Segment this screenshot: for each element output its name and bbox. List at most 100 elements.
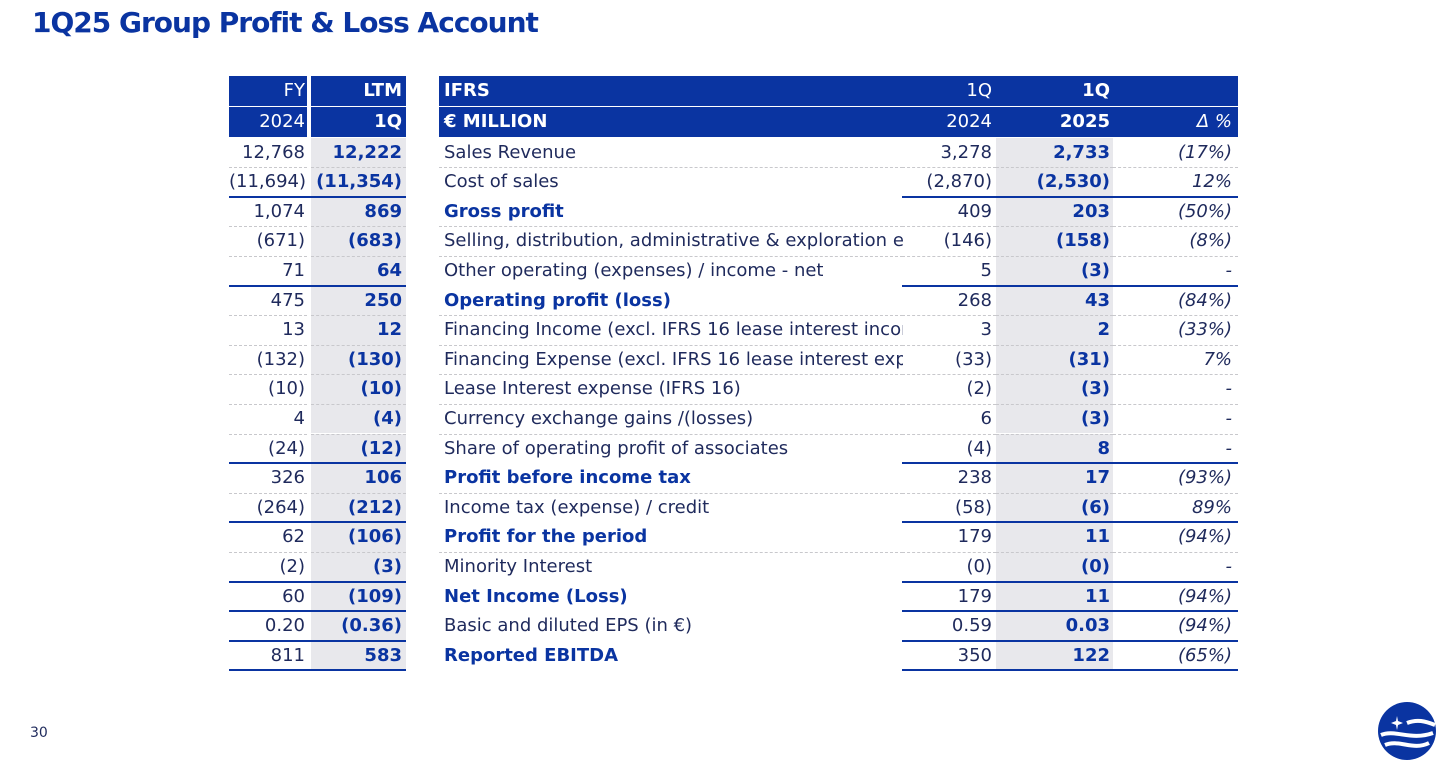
- cell-ltm: (683): [311, 226, 406, 256]
- table-row: 475 250 Operating profit (loss) 268 43 (84%): [0, 285, 1437, 316]
- cell-q24: 6: [980, 407, 992, 429]
- cell-delta: (84%): [1177, 289, 1232, 311]
- cell-fy: 13: [282, 319, 305, 341]
- cell-label: Cost of sales: [444, 171, 559, 193]
- cell-label: Financing Income (excl. IFRS 16 lease in…: [444, 319, 903, 341]
- cell-delta: (50%): [1177, 200, 1232, 222]
- row-divider: [1113, 433, 1238, 435]
- cell-q24: 268: [957, 289, 992, 311]
- cell-q25: 43: [996, 285, 1113, 316]
- row-divider: [439, 167, 903, 169]
- header-fy: 2024: [229, 107, 307, 137]
- table-row: 0.20 (0.36) Basic and diluted EPS (in €) 0.…: [0, 611, 1437, 641]
- row-divider: [311, 167, 406, 169]
- table-row: 4 (4) Currency exchange gains /(losses) 6 (3…: [0, 403, 1437, 434]
- cell-label: Sales Revenue: [444, 141, 577, 163]
- cell-fy: 71: [282, 259, 305, 281]
- cell-fy: (2): [279, 555, 306, 577]
- cell-delta: (94%): [1177, 526, 1232, 548]
- header-delta: [1113, 76, 1238, 106]
- row-divider: [902, 403, 996, 405]
- cell-q24: 409: [957, 200, 992, 222]
- cell-q24: (4): [966, 437, 993, 459]
- cell-delta: 89%: [1191, 496, 1232, 518]
- row-divider: [229, 551, 307, 553]
- row-divider: [311, 492, 406, 494]
- header-ltm: 1Q: [311, 107, 406, 137]
- row-divider: [439, 433, 903, 435]
- table-row: 811 583 Reported EBITDA 350 122 (65%): [0, 640, 1437, 671]
- row-divider-solid: [229, 521, 406, 524]
- header-label: IFRS: [439, 76, 903, 106]
- cell-q25: 2,733: [996, 137, 1113, 168]
- cell-ltm: (106): [311, 522, 406, 552]
- cell-ltm: (3): [311, 551, 406, 582]
- row-divider: [902, 344, 996, 346]
- table-row: 62 (106) Profit for the period 179 11 (94%): [0, 522, 1437, 552]
- row-divider-solid: [229, 580, 406, 583]
- cell-label: Profit before income tax: [444, 467, 691, 489]
- cell-q25: (6): [996, 492, 1113, 523]
- cell-label: Basic and diluted EPS (in €): [444, 615, 693, 637]
- row-divider-solid: [902, 580, 1238, 583]
- row-divider: [996, 255, 1113, 257]
- header-row-2: 2024 1Q € MILLION 2024 2025 Δ %: [0, 107, 1437, 137]
- row-divider-solid: [902, 195, 1238, 198]
- row-divider: [996, 344, 1113, 346]
- row-divider: [229, 315, 307, 317]
- cell-q25: 17: [996, 463, 1113, 493]
- row-divider: [1113, 315, 1238, 317]
- row-divider-solid: [902, 284, 1238, 287]
- row-divider: [996, 551, 1113, 553]
- cell-ltm: 106: [311, 463, 406, 493]
- cell-ltm: 12: [311, 315, 406, 345]
- cell-q24: 179: [957, 526, 992, 548]
- header-divider: [902, 106, 1113, 107]
- table-row: (2) (3) Minority Interest (0) (0) -: [0, 551, 1437, 582]
- cell-q24: 0.59: [951, 615, 992, 637]
- cell-label: Reported EBITDA: [444, 644, 619, 666]
- header-ltm: LTM: [311, 76, 406, 106]
- cell-delta: -: [1225, 555, 1233, 577]
- row-divider: [311, 403, 406, 405]
- header-q24: 2024: [902, 107, 996, 137]
- row-divider: [1113, 167, 1238, 169]
- row-divider-solid: [229, 462, 406, 465]
- table-row: 1,074 869 Gross profit 409 203 (50%): [0, 196, 1437, 227]
- cell-q25: 11: [996, 581, 1113, 612]
- table-row: 12,768 12,222 Sales Revenue 3,278 2,733 (17%): [0, 137, 1437, 168]
- row-divider: [1113, 551, 1238, 553]
- cell-fy: 0.20: [264, 615, 305, 637]
- header-fy: FY: [229, 76, 307, 106]
- row-divider: [311, 433, 406, 435]
- row-divider: [229, 167, 307, 169]
- row-divider: [902, 315, 996, 317]
- header-delta: Δ %: [1113, 107, 1238, 137]
- cell-delta: (17%): [1177, 141, 1232, 163]
- header-q24: 1Q: [902, 76, 996, 106]
- table-bottom-line: [902, 669, 1238, 672]
- cell-ltm: (4): [311, 403, 406, 434]
- cell-ltm: (109): [311, 581, 406, 612]
- cell-delta: -: [1225, 259, 1233, 281]
- cell-label: Lease Interest expense (IFRS 16): [444, 378, 741, 400]
- row-divider: [902, 492, 996, 494]
- row-divider: [311, 374, 406, 376]
- row-divider: [311, 551, 406, 553]
- cell-ltm: (0.36): [311, 611, 406, 641]
- cell-q24: (146): [943, 230, 992, 252]
- cell-delta: 7%: [1203, 348, 1232, 370]
- row-divider: [902, 167, 996, 169]
- row-divider: [439, 551, 903, 553]
- cell-ltm: (130): [311, 344, 406, 375]
- row-divider: [902, 226, 996, 228]
- cell-q25: (3): [996, 374, 1113, 404]
- row-divider: [439, 315, 903, 317]
- cell-q24: 238: [957, 467, 992, 489]
- row-divider: [996, 433, 1113, 435]
- cell-label: Income tax (expense) / credit: [444, 496, 710, 518]
- cell-label: Financing Expense (excl. IFRS 16 lease i…: [444, 348, 903, 370]
- cell-fy: (132): [256, 348, 305, 370]
- header-q25: 1Q: [996, 76, 1113, 106]
- row-divider-solid: [902, 610, 1238, 613]
